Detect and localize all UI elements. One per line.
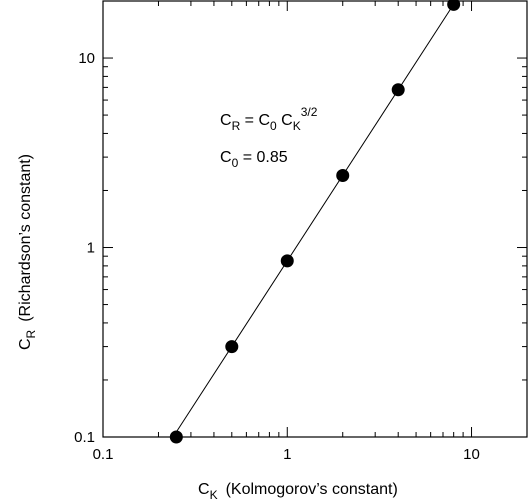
data-point xyxy=(169,430,183,444)
tick-labels: 0.10.1 1 1 10 10 xyxy=(74,50,480,463)
axis-ticks xyxy=(102,1,527,438)
eq-rhs-sup: 3/2 xyxy=(301,105,318,119)
c0-annotation: C0 = 0.85 xyxy=(220,149,288,170)
y-label-main: C xyxy=(17,338,34,350)
x-tick-label: 0.1 xyxy=(93,446,114,463)
x-label-main: C xyxy=(198,481,210,498)
x-label-rest: (Kolmogorov’s constant) xyxy=(226,481,398,498)
data-point xyxy=(391,83,405,97)
eq-mid-sub: 0 xyxy=(270,119,277,133)
x-axis-label: CK (Kolmogorov’s constant) xyxy=(198,481,398,502)
eq-lhs-sub: R xyxy=(232,119,241,133)
y-axis-label: CR (Richardson’s constant) xyxy=(17,154,38,350)
data-point xyxy=(225,340,239,354)
y-label-sub: R xyxy=(24,329,38,338)
data-point xyxy=(447,0,461,11)
x-tick-label: 1 xyxy=(283,446,291,463)
eq-rhs: C xyxy=(277,112,293,129)
y-tick-label: 0.1 xyxy=(74,429,95,446)
equation-annotation: CR = C0 CK3/2 xyxy=(220,105,318,133)
data-points xyxy=(169,0,461,444)
fit-line xyxy=(175,3,455,433)
x-tick-label: 10 xyxy=(463,446,480,463)
y-tick-label: 1 xyxy=(87,240,95,257)
eq-mid: = C xyxy=(240,112,270,129)
data-point xyxy=(336,168,350,182)
plot-frame xyxy=(102,0,528,438)
c0-main: C xyxy=(220,149,232,166)
c0-rest: = 0.85 xyxy=(238,149,287,166)
c0-sub: 0 xyxy=(232,156,239,170)
data-point xyxy=(280,254,294,268)
eq-rhs-sub: K xyxy=(293,119,301,133)
eq-lhs: C xyxy=(220,112,232,129)
x-label-sub: K xyxy=(210,488,218,502)
y-tick-label: 10 xyxy=(78,50,95,67)
y-label-rest: (Richardson’s constant) xyxy=(17,154,34,322)
